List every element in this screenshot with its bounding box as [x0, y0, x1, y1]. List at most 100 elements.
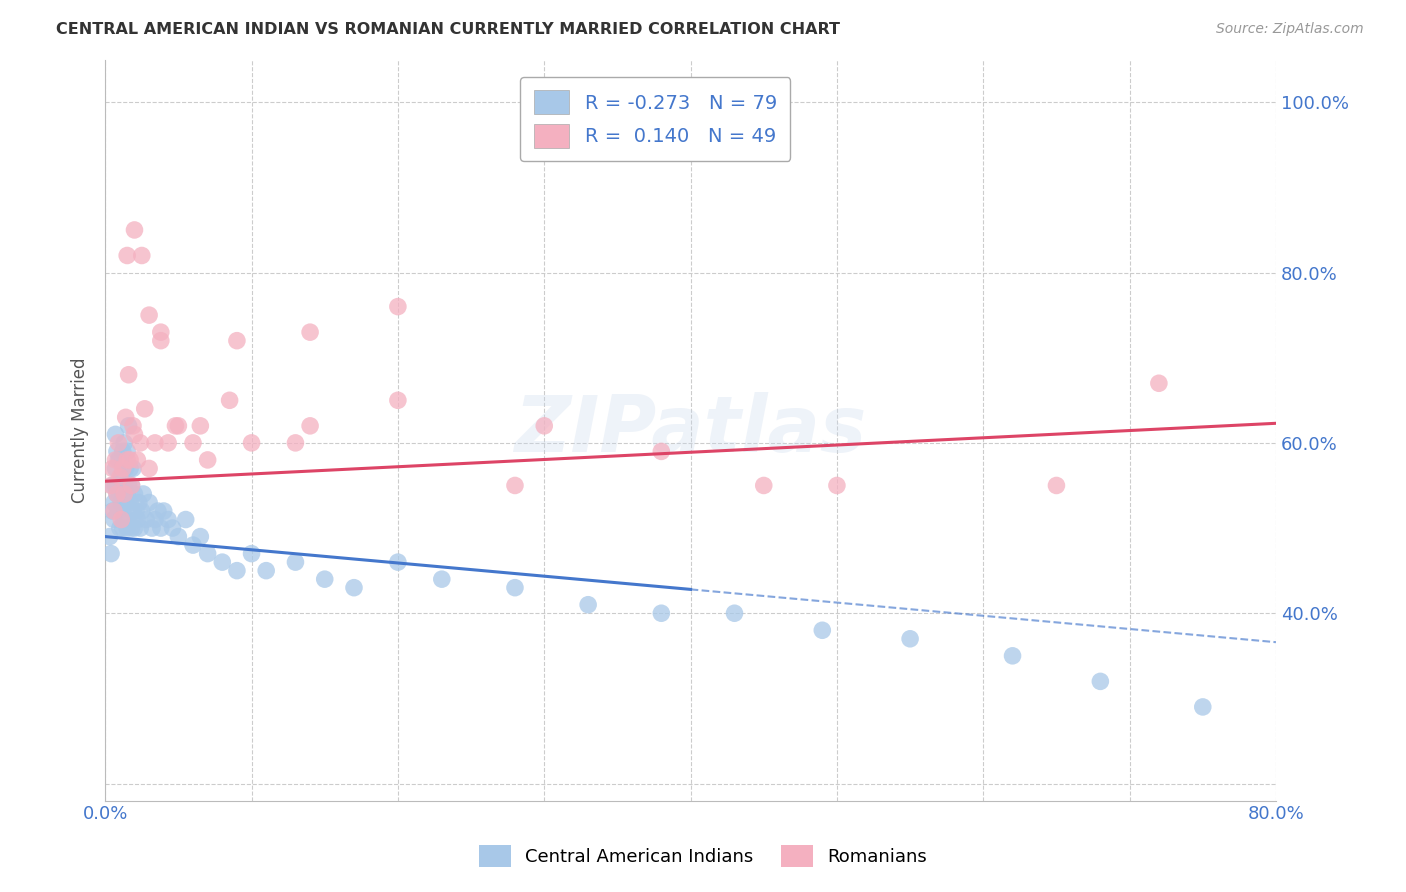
- Point: [127, 453, 149, 467]
- Point: [284, 555, 307, 569]
- Text: CENTRAL AMERICAN INDIAN VS ROMANIAN CURRENTLY MARRIED CORRELATION CHART: CENTRAL AMERICAN INDIAN VS ROMANIAN CURR…: [56, 22, 841, 37]
- Point: [299, 325, 322, 339]
- Text: ZIPatlas: ZIPatlas: [515, 392, 866, 468]
- Point: [188, 418, 211, 433]
- Point: [1147, 376, 1170, 391]
- Y-axis label: Currently Married: Currently Married: [72, 358, 89, 503]
- Point: [100, 547, 122, 561]
- Point: [104, 427, 127, 442]
- Point: [122, 418, 145, 433]
- Point: [103, 512, 125, 526]
- Point: [105, 444, 128, 458]
- Point: [101, 478, 124, 492]
- Point: [121, 478, 143, 492]
- Point: [112, 478, 135, 492]
- Point: [127, 512, 149, 526]
- Point: [117, 478, 139, 492]
- Point: [1191, 700, 1213, 714]
- Point: [650, 606, 672, 620]
- Point: [112, 512, 135, 526]
- Point: [122, 461, 145, 475]
- Point: [115, 248, 138, 262]
- Point: [811, 624, 834, 638]
- Point: [114, 410, 136, 425]
- Point: [576, 598, 599, 612]
- Point: [157, 436, 180, 450]
- Point: [108, 521, 131, 535]
- Point: [387, 300, 409, 314]
- Point: [211, 555, 233, 569]
- Point: [387, 555, 409, 569]
- Point: [103, 495, 125, 509]
- Point: [138, 495, 160, 509]
- Point: [120, 495, 142, 509]
- Point: [108, 453, 131, 467]
- Point: [111, 521, 134, 535]
- Point: [174, 512, 197, 526]
- Point: [149, 521, 172, 535]
- Point: [115, 444, 138, 458]
- Point: [146, 504, 169, 518]
- Point: [110, 470, 132, 484]
- Point: [430, 572, 453, 586]
- Point: [128, 495, 150, 509]
- Point: [503, 581, 526, 595]
- Point: [117, 418, 139, 433]
- Point: [141, 521, 163, 535]
- Point: [101, 504, 124, 518]
- Point: [108, 470, 131, 484]
- Point: [387, 393, 409, 408]
- Point: [533, 418, 555, 433]
- Point: [122, 504, 145, 518]
- Point: [1001, 648, 1024, 663]
- Point: [117, 512, 139, 526]
- Point: [181, 538, 204, 552]
- Point: [115, 453, 138, 467]
- Point: [115, 487, 138, 501]
- Point: [115, 521, 138, 535]
- Point: [284, 436, 307, 450]
- Point: [121, 521, 143, 535]
- Point: [299, 418, 322, 433]
- Point: [112, 487, 135, 501]
- Point: [135, 512, 157, 526]
- Point: [197, 547, 219, 561]
- Point: [124, 223, 146, 237]
- Point: [503, 478, 526, 492]
- Point: [107, 504, 129, 518]
- Point: [110, 495, 132, 509]
- Point: [752, 478, 775, 492]
- Point: [105, 487, 128, 501]
- Point: [167, 418, 190, 433]
- Point: [117, 368, 139, 382]
- Point: [723, 606, 745, 620]
- Legend: Central American Indians, Romanians: Central American Indians, Romanians: [471, 838, 935, 874]
- Point: [650, 444, 672, 458]
- Point: [121, 478, 143, 492]
- Point: [226, 334, 249, 348]
- Point: [104, 453, 127, 467]
- Point: [138, 308, 160, 322]
- Point: [111, 461, 134, 475]
- Point: [107, 478, 129, 492]
- Point: [134, 401, 156, 416]
- Point: [120, 461, 142, 475]
- Point: [101, 461, 124, 475]
- Point: [125, 504, 148, 518]
- Point: [254, 564, 277, 578]
- Point: [240, 547, 263, 561]
- Point: [825, 478, 848, 492]
- Point: [343, 581, 366, 595]
- Point: [132, 487, 155, 501]
- Point: [120, 453, 142, 467]
- Point: [197, 453, 219, 467]
- Point: [103, 504, 125, 518]
- Point: [162, 521, 184, 535]
- Point: [131, 504, 153, 518]
- Point: [100, 478, 122, 492]
- Point: [107, 453, 129, 467]
- Point: [104, 461, 127, 475]
- Legend: R = -0.273   N = 79, R =  0.140   N = 49: R = -0.273 N = 79, R = 0.140 N = 49: [520, 77, 790, 161]
- Point: [149, 325, 172, 339]
- Point: [218, 393, 240, 408]
